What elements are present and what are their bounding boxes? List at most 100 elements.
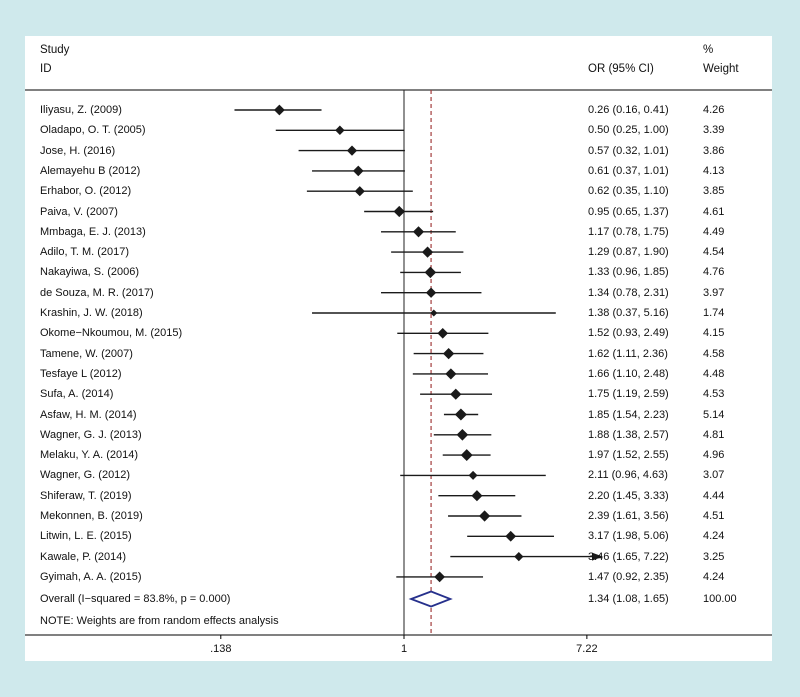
header-weight: Weight <box>703 63 739 75</box>
plot-canvas <box>25 89 772 639</box>
effect-marker <box>412 226 425 238</box>
weight-label: 4.81 <box>703 428 725 441</box>
study-id-label: de Souza, M. R. (2017) <box>40 286 154 299</box>
weight-label: 4.53 <box>703 388 725 401</box>
effect-marker <box>505 530 517 542</box>
effect-marker <box>434 571 446 583</box>
weight-label: 4.51 <box>703 510 725 522</box>
effect-marker <box>346 145 358 156</box>
effect-marker <box>454 408 467 421</box>
weight-label: 4.24 <box>703 570 725 583</box>
effect-marker <box>393 205 405 218</box>
study-id-label: Paiva, V. (2007) <box>40 205 118 218</box>
or-ci-label: 0.50 (0.25, 1.00) <box>588 124 669 137</box>
or-ci-label: 1.29 (0.87, 1.90) <box>588 246 669 259</box>
study-id-label: Sufa, A. (2014) <box>40 388 114 401</box>
study-id-label: Krashin, J. W. (2018) <box>40 307 143 319</box>
effect-marker <box>354 186 365 197</box>
study-id-label: Erhabor, O. (2012) <box>40 185 132 198</box>
weight-label: 1.74 <box>703 307 725 319</box>
header-percent: % <box>703 44 714 56</box>
study-id-label: Wagner, G. (2012) <box>40 469 131 482</box>
weight-label: 5.14 <box>703 408 725 421</box>
effect-marker <box>273 104 285 116</box>
study-id-label: Shiferaw, T. (2019) <box>40 489 132 502</box>
weight-label: 4.24 <box>703 530 725 543</box>
axis-tick-label: 7.22 <box>576 643 598 655</box>
study-id-label: Tamene, W. (2007) <box>40 347 133 360</box>
effect-marker <box>421 246 434 258</box>
study-id-label: Litwin, L. E. (2015) <box>40 530 132 543</box>
effect-marker <box>479 510 491 522</box>
weight-label: 4.26 <box>703 104 725 116</box>
weight-label: 4.76 <box>703 266 725 279</box>
study-id-label: Tesfaye L (2012) <box>40 367 122 380</box>
or-ci-label: 0.57 (0.32, 1.01) <box>588 144 669 157</box>
study-id-label: Melaku, Y. A. (2014) <box>40 449 139 462</box>
study-id-label: Mekonnen, B. (2019) <box>40 510 143 522</box>
weight-label: 4.61 <box>703 205 725 218</box>
effect-marker <box>335 125 345 136</box>
or-ci-label: 1.75 (1.19, 2.59) <box>588 388 669 401</box>
effect-marker <box>424 266 437 279</box>
weight-label: 3.85 <box>703 185 725 198</box>
weight-label: 4.13 <box>703 164 725 177</box>
or-ci-label: 2.20 (1.45, 3.33) <box>588 489 669 502</box>
or-ci-label: 1.97 (1.52, 2.55) <box>588 449 669 462</box>
or-ci-label: 0.26 (0.16, 0.41) <box>588 104 669 116</box>
or-ci-label: 1.47 (0.92, 2.35) <box>588 570 669 583</box>
study-id-label: Alemayehu B (2012) <box>40 164 141 177</box>
or-ci-label: 0.95 (0.65, 1.37) <box>588 205 669 218</box>
study-id-label: Oladapo, O. T. (2005) <box>40 124 146 137</box>
weight-label: 3.07 <box>703 469 725 482</box>
or-ci-label: 1.62 (1.11, 2.36) <box>588 347 668 360</box>
or-ci-label: 3.17 (1.98, 5.06) <box>588 530 669 543</box>
or-ci-label: 2.39 (1.61, 3.56) <box>588 510 669 522</box>
weight-label: 4.58 <box>703 347 725 360</box>
or-ci-label: 1.88 (1.38, 2.57) <box>588 428 669 441</box>
weight-label: 4.96 <box>703 449 725 462</box>
or-ci-label: 1.85 (1.54, 2.23) <box>588 408 669 421</box>
effect-marker <box>468 470 478 480</box>
study-id-label: Mmbaga, E. J. (2013) <box>40 225 146 238</box>
effect-marker <box>442 347 455 360</box>
or-ci-label: 2.11 (0.96, 4.63) <box>588 469 668 482</box>
or-ci-label: 1.38 (0.37, 5.16) <box>588 307 669 319</box>
or-ci-label: 3.46 (1.65, 7.22) <box>588 550 669 563</box>
effect-marker <box>352 165 364 177</box>
weight-label: 4.15 <box>703 327 725 340</box>
weight-label: 3.39 <box>703 124 725 137</box>
study-id-label: Gyimah, A. A. (2015) <box>40 570 142 583</box>
effect-marker <box>471 490 483 502</box>
effect-marker <box>430 309 438 317</box>
overall-label: Overall (I−squared = 83.8%, p = 0.000) <box>40 593 231 605</box>
or-ci-label: 1.17 (0.78, 1.75) <box>588 225 669 238</box>
effect-marker <box>456 428 469 441</box>
forest-plot-panel: Study ID OR (95% CI) % Weight NOTE: Weig… <box>25 36 772 661</box>
study-id-label: Kawale, P. (2014) <box>40 550 127 563</box>
weight-label: 100.00 <box>703 593 737 605</box>
or-ci-label: 1.52 (0.93, 2.49) <box>588 327 669 340</box>
header-or-ci: OR (95% CI) <box>588 63 654 75</box>
weight-label: 3.86 <box>703 144 725 157</box>
note-text: NOTE: Weights are from random effects an… <box>40 615 279 627</box>
weight-label: 4.44 <box>703 489 725 502</box>
effect-marker <box>514 551 524 562</box>
weight-label: 4.48 <box>703 367 725 380</box>
ci-arrow-right <box>592 552 603 561</box>
study-id-label: Asfaw, H. M. (2014) <box>40 408 137 421</box>
or-ci-label: 0.62 (0.35, 1.10) <box>588 185 669 198</box>
header-id: ID <box>40 63 52 75</box>
axis-tick-label: 1 <box>400 643 408 655</box>
axis-tick-label: .138 <box>210 643 232 655</box>
study-id-label: Adilo, T. M. (2017) <box>40 246 130 259</box>
effect-marker <box>460 449 473 462</box>
study-id-label: Nakayiwa, S. (2006) <box>40 266 140 279</box>
study-id-label: Jose, H. (2016) <box>40 144 116 157</box>
effect-marker <box>450 388 462 400</box>
header-study: Study <box>40 44 70 56</box>
weight-label: 3.97 <box>703 286 725 299</box>
study-id-label: Wagner, G. J. (2013) <box>40 428 142 441</box>
study-id-label: Okome−Nkoumou, M. (2015) <box>40 327 183 340</box>
